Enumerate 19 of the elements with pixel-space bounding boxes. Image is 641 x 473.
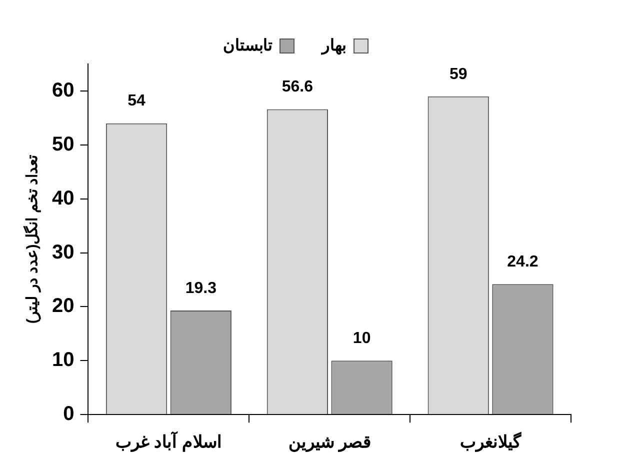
y-tick-label: 10 bbox=[52, 349, 74, 372]
y-tick-label: 0 bbox=[63, 403, 74, 426]
x-tick-label: گیلانغرب bbox=[460, 431, 522, 452]
legend-label: تابستان bbox=[223, 37, 273, 54]
y-tick-label: 40 bbox=[52, 187, 74, 210]
x-tick-label: قصر شیرین bbox=[288, 432, 371, 452]
data-label: 10 bbox=[352, 330, 371, 348]
data-label: 56.6 bbox=[282, 78, 314, 96]
data-label: 19.3 bbox=[185, 280, 217, 297]
legend-label: بهار bbox=[321, 37, 346, 56]
data-label: 54 bbox=[128, 92, 146, 110]
y-tick-label: 30 bbox=[52, 241, 74, 264]
y-tick-label: 60 bbox=[52, 79, 74, 102]
x-tick-label: اسلام آباد غرب bbox=[115, 430, 222, 452]
y-tick-label: 20 bbox=[52, 295, 74, 318]
data-label: 24.2 bbox=[507, 253, 538, 270]
y-tick-label: 50 bbox=[52, 133, 74, 156]
data-label: 59 bbox=[449, 66, 468, 83]
y-axis-title: تعداد تخم انگل(عدد در لیتر) bbox=[23, 154, 42, 324]
